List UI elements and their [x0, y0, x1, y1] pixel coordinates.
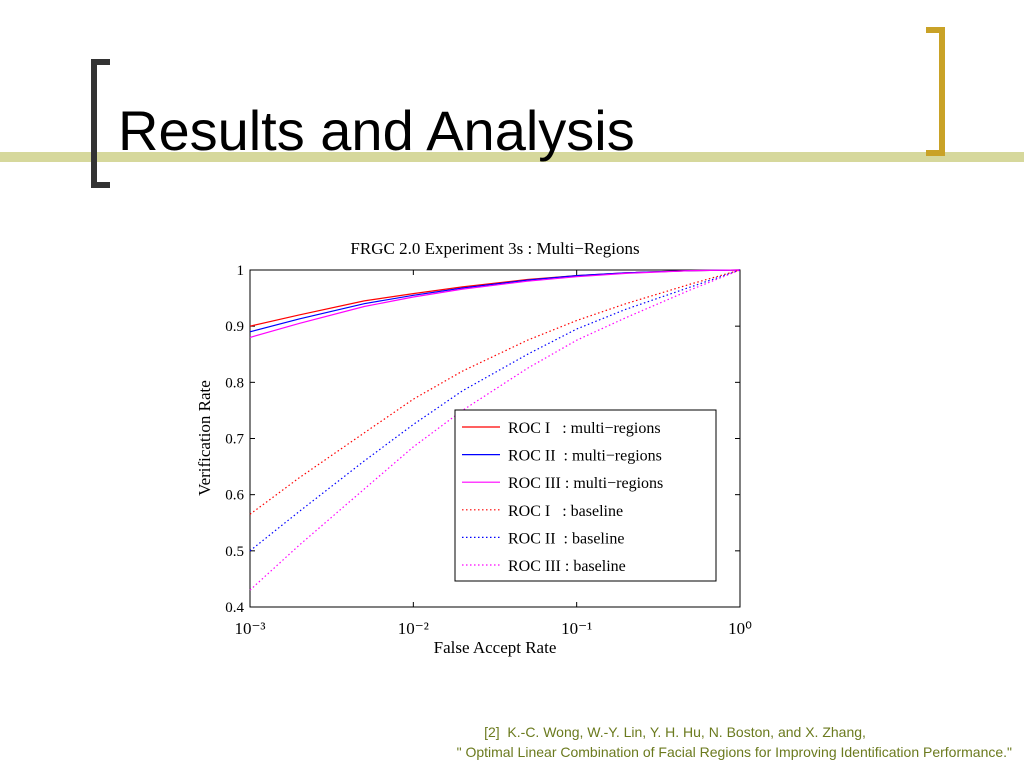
- y-tick-label: 0.7: [225, 432, 244, 448]
- x-tick-label: 10⁻³: [234, 619, 265, 638]
- x-tick-label: 10⁻¹: [561, 619, 592, 638]
- x-tick-label: 10⁰: [728, 619, 752, 638]
- legend-label: ROC II : baseline: [508, 530, 624, 547]
- citation: [2] K.-C. Wong, W.-Y. Lin, Y. H. Hu, N. …: [484, 724, 866, 740]
- title-bar: [0, 152, 1024, 162]
- legend-label: ROC III : baseline: [508, 558, 626, 575]
- series-line: [249, 269, 741, 515]
- legend-label: ROC I : baseline: [508, 503, 623, 520]
- citation: " Optimal Linear Combination of Facial R…: [457, 744, 1012, 760]
- y-tick-label: 0.6: [225, 488, 244, 504]
- y-tick-label: 0.9: [225, 319, 244, 335]
- y-tick-label: 1: [237, 263, 245, 279]
- y-axis-label: Verification Rate: [195, 380, 214, 496]
- y-tick-label: 0.8: [225, 375, 244, 391]
- right-bracket: [926, 27, 945, 156]
- left-bracket: [91, 59, 110, 188]
- legend-box: [454, 409, 717, 582]
- legend-label: ROC I : multi−regions: [508, 420, 661, 437]
- chart-title: FRGC 2.0 Experiment 3s : Multi−Regions: [350, 239, 639, 258]
- series-line: [249, 269, 741, 338]
- y-tick-label: 0.5: [225, 544, 244, 560]
- series-line: [249, 269, 741, 591]
- x-axis-label: False Accept Rate: [434, 638, 557, 657]
- series-line: [249, 269, 741, 552]
- slide-title: Results and Analysis: [118, 99, 635, 162]
- legend-label: ROC II : multi−regions: [508, 448, 662, 465]
- legend-label: ROC III : multi−regions: [508, 475, 663, 492]
- x-tick-label: 10⁻²: [398, 619, 429, 638]
- y-tick-label: 0.4: [225, 600, 244, 616]
